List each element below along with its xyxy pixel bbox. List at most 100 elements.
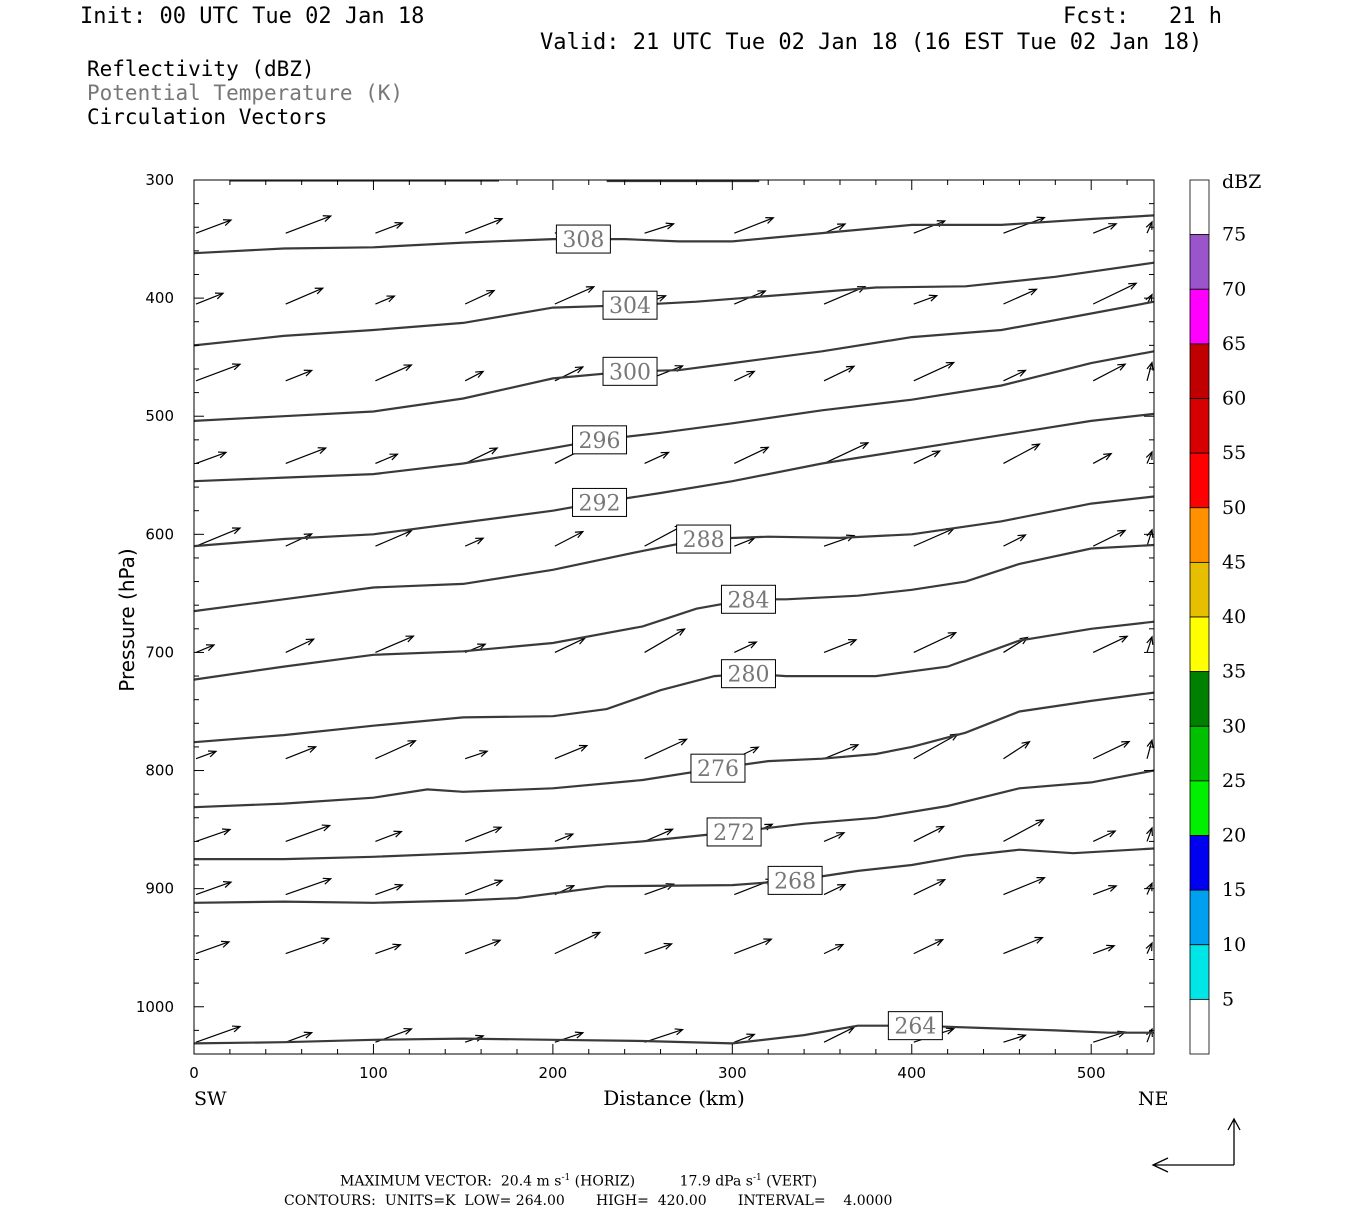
colorbar-title: dBZ [1222, 171, 1261, 193]
vector-head [934, 939, 945, 947]
colorbar-tick-label: 15 [1222, 879, 1246, 901]
vector-head [1117, 363, 1127, 371]
circulation-vector [375, 364, 413, 382]
low-label: LOW= [464, 1193, 512, 1209]
vector-head [1017, 1033, 1027, 1041]
contour-label: 288 [683, 528, 725, 553]
vector-shaft [195, 451, 227, 465]
vector-head [928, 294, 939, 302]
vector-shaft [195, 828, 231, 842]
vector-shaft [734, 938, 772, 955]
vector-head [657, 294, 668, 302]
vector-shaft [195, 1025, 241, 1043]
circulation-vector [375, 635, 415, 653]
circulation-vector [464, 370, 485, 382]
vector-head [936, 879, 947, 887]
circulation-vector [195, 1025, 242, 1043]
vector-shaft [554, 745, 588, 760]
circulation-vector [734, 1033, 756, 1043]
vert-suffix: (VERT) [761, 1173, 818, 1190]
vector-head [676, 628, 686, 636]
vector-head [1108, 223, 1118, 230]
vector-head [1036, 877, 1046, 884]
theta-contour [193, 214, 1155, 255]
vector-head [574, 1031, 585, 1039]
vector-shaft [1003, 1034, 1026, 1043]
y-tick-label: 700 [145, 643, 174, 661]
contour-label-box [555, 224, 611, 254]
contour-label: 308 [562, 228, 604, 253]
vector-shaft [464, 879, 503, 896]
vector-shaft [375, 530, 412, 547]
vector-head [493, 826, 503, 834]
theta-contour [194, 769, 1155, 861]
circulation-vector [554, 286, 596, 305]
circulation-vector [195, 828, 232, 842]
vector-shaft [823, 365, 855, 382]
circulation-vector [913, 220, 947, 234]
theta-contour [193, 261, 1155, 347]
vector-head [1028, 288, 1038, 296]
vector-head [746, 1033, 756, 1041]
vector-head [760, 446, 770, 454]
y-tick-label: 400 [145, 289, 174, 307]
vector-head [494, 217, 504, 225]
vector-head [947, 632, 958, 640]
vector-head [403, 1027, 413, 1035]
vector-shaft [823, 943, 844, 955]
circulation-vector [1146, 361, 1154, 381]
vector-head [837, 223, 847, 231]
circulation-vector [644, 828, 675, 842]
circulation-vector [1092, 830, 1117, 842]
circulation-vector [375, 830, 403, 842]
vector-head [945, 1027, 956, 1035]
vector-head [231, 1025, 242, 1033]
circulation-vector [285, 369, 314, 382]
vector-shaft [285, 287, 323, 305]
contour-label: 304 [609, 294, 651, 319]
vector-head [386, 295, 396, 303]
vector-head [1145, 450, 1153, 460]
circulation-vector [285, 746, 318, 760]
y-tick-label: 1000 [136, 998, 174, 1016]
vector-shaft [1146, 827, 1153, 842]
horiz-unit-exponent: -1 [561, 1173, 571, 1183]
circulation-vector [1092, 635, 1129, 653]
vector-head [492, 939, 502, 947]
circulation-vector [195, 292, 225, 305]
vector-shaft [823, 832, 845, 842]
vector-head [846, 534, 856, 542]
vector-head [1017, 534, 1027, 542]
circulation-vector [285, 937, 331, 955]
contour-label-box [706, 817, 762, 847]
vector-head [407, 740, 417, 748]
circulation-vector [1092, 884, 1118, 896]
vector-shaft [1003, 443, 1040, 464]
circulation-vector [823, 832, 846, 842]
colorbar-tick-label: 55 [1222, 442, 1246, 464]
vector-shaft [1146, 636, 1153, 653]
circulation-vector [1003, 534, 1027, 547]
circulation-vector [913, 939, 945, 955]
vector-head [1117, 529, 1127, 537]
vector-head [663, 942, 674, 950]
circulation-vector [195, 644, 216, 653]
vector-shaft [823, 744, 859, 760]
circulation-vector [285, 824, 332, 842]
circulation-vector [823, 365, 856, 382]
contour-label: 264 [894, 1015, 936, 1040]
vector-shaft [1003, 534, 1026, 547]
theta-contour [193, 350, 1155, 483]
vector-shaft [1092, 363, 1126, 382]
contour-label-box [720, 659, 776, 689]
vector-shaft [195, 219, 232, 234]
vector-head [231, 363, 242, 371]
vector-head [477, 643, 487, 651]
circulation-vector [823, 883, 847, 896]
x-axis-label: Distance (km) [603, 1086, 745, 1110]
circulation-vector [375, 453, 399, 465]
vector-scale-arrows [1151, 1117, 1241, 1173]
x-tick-label: 200 [539, 1064, 568, 1082]
circulation-vector [913, 361, 956, 382]
circulation-vector [375, 883, 404, 896]
